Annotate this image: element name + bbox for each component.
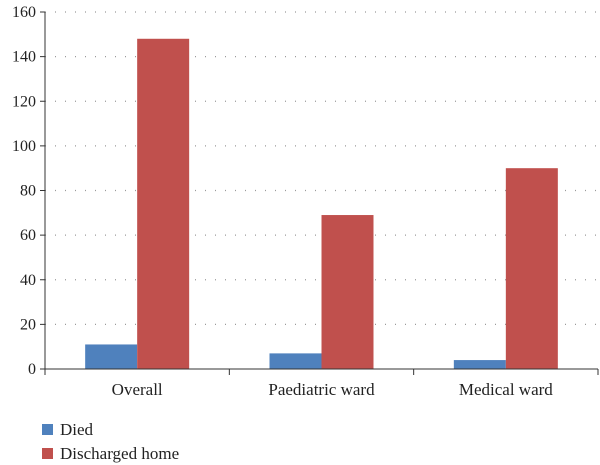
legend-label: Died <box>60 420 94 439</box>
x-category-label: Paediatric ward <box>268 380 375 399</box>
y-tick-label: 40 <box>20 272 36 289</box>
y-tick-label: 160 <box>12 4 36 21</box>
y-tick-label: 80 <box>20 183 36 200</box>
x-axis-labels: Overall Paediatric ward Medical ward <box>112 380 554 399</box>
y-tick-label: 100 <box>12 138 36 155</box>
bar-discharged-home-0 <box>137 38 190 370</box>
y-tick-label: 60 <box>20 227 36 244</box>
bars <box>85 38 558 370</box>
legend-label: Discharged home <box>60 444 179 463</box>
y-axis-ticks: 0 20 40 60 80 100 120 140 160 <box>12 4 45 378</box>
axes <box>44 12 599 375</box>
legend: Died Discharged home <box>42 420 179 463</box>
y-tick-label: 20 <box>20 316 36 333</box>
bar-discharged-home-1 <box>321 215 374 369</box>
y-tick-label: 120 <box>12 93 36 110</box>
x-category-label: Overall <box>112 380 163 399</box>
bar-discharged-home-2 <box>505 168 558 369</box>
bar-died-1 <box>269 353 322 369</box>
bar-died-2 <box>453 360 506 369</box>
bar-died-0 <box>85 344 138 369</box>
legend-swatch <box>42 424 53 435</box>
y-tick-label: 0 <box>28 361 36 378</box>
legend-swatch <box>42 448 53 459</box>
x-category-label: Medical ward <box>459 380 553 399</box>
y-tick-label: 140 <box>12 49 36 66</box>
